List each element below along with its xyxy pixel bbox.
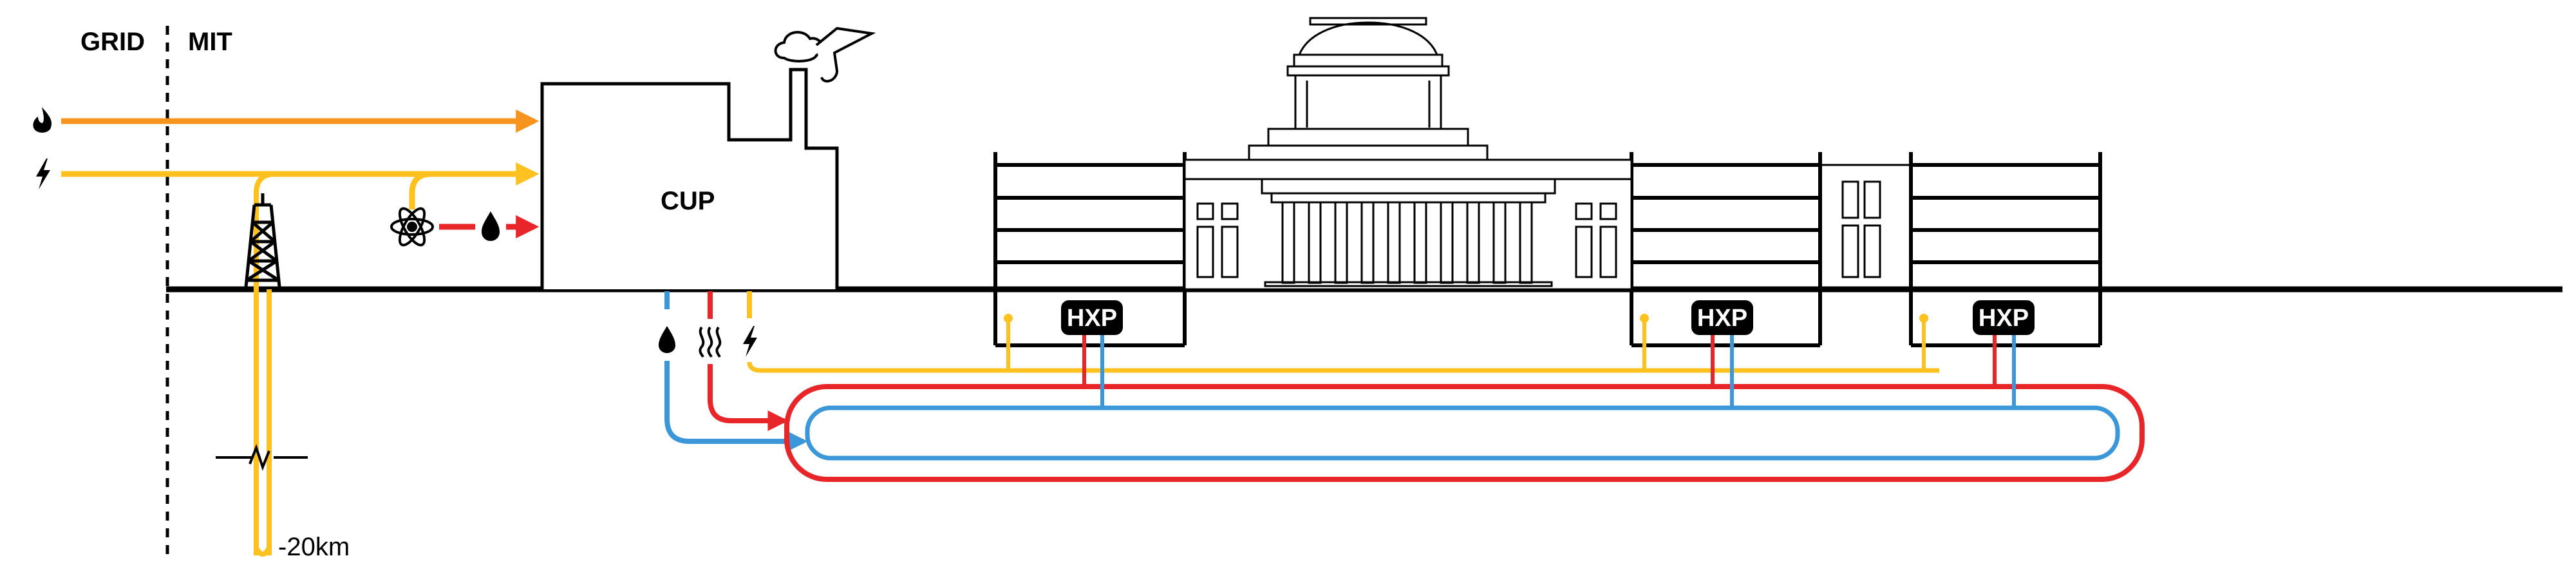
hot-water-loop xyxy=(784,384,2145,482)
flame-icon xyxy=(33,107,52,133)
geothermal-loop-bottom xyxy=(254,546,272,557)
cup-building xyxy=(540,68,839,289)
heat-waves-icon xyxy=(699,326,722,358)
hxp-label: HXP xyxy=(1697,305,1747,332)
hxp-label: HXP xyxy=(1979,305,2029,332)
hxp-unit-2: HXP xyxy=(1691,300,1753,335)
hxp-unit-1: HXP xyxy=(1061,300,1123,335)
hxp-unit-3: HXP xyxy=(1973,300,2035,335)
electric-taps xyxy=(1006,318,1926,370)
hxp-label: HXP xyxy=(1067,305,1117,332)
atom-icon xyxy=(390,207,434,247)
water-drop-icon xyxy=(659,326,675,353)
water-drop-icon xyxy=(482,211,500,241)
nuclear-electric-line xyxy=(409,171,432,209)
chilled-water-supply-line xyxy=(664,361,808,452)
building-right xyxy=(1909,152,2102,347)
hxp-risers xyxy=(1082,331,2016,408)
building-connector xyxy=(1819,164,1912,291)
mit-label: MIT xyxy=(188,28,232,56)
smokestack-icon xyxy=(774,26,876,83)
hot-water-supply-line xyxy=(708,364,789,431)
great-dome-icon xyxy=(1183,17,1633,291)
depth-label: -20km xyxy=(278,533,350,561)
depth-break-icon xyxy=(216,444,308,471)
geothermal-derrick-icon xyxy=(244,193,281,287)
building-left xyxy=(993,152,1187,347)
cup-label: CUP xyxy=(661,187,715,215)
geothermal-loop-down xyxy=(254,171,276,555)
lightning-icon xyxy=(36,158,50,189)
campus-electric-line xyxy=(747,361,1939,373)
grid-label: GRID xyxy=(80,28,145,56)
lightning-icon xyxy=(743,326,757,357)
chilled-water-loop xyxy=(805,405,2120,461)
